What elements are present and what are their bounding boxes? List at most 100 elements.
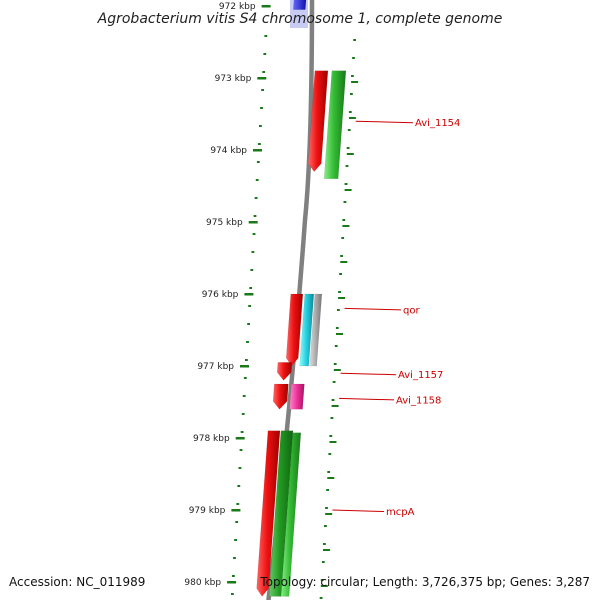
grid-dot [325,507,328,509]
grid-dot [320,579,324,581]
label-connector [355,120,414,124]
grid-dot [334,345,338,347]
gene-arrow [276,362,293,381]
grid-tick [331,405,339,407]
grid-dot [330,417,334,419]
gene-arrow [299,293,315,367]
grid-dot [340,255,343,257]
grid-dot [347,129,351,131]
grid-dot [342,219,346,221]
grid-dot [231,593,234,595]
axis-tick [257,77,267,80]
grid-dot [337,309,340,311]
grid-dot [264,35,268,37]
axis-tick-label: 973 kbp [215,74,252,84]
grid-dot [353,39,356,41]
axis-tick-label: 977 kbp [197,362,234,372]
grid-dot [235,521,239,523]
axis-tick [248,221,258,224]
gene-arrow [309,293,323,367]
label-connector [332,509,385,512]
grid-tick [327,477,335,479]
grid-dot [350,93,353,95]
grid-dot [250,269,254,271]
grid-dot [248,305,251,307]
grid-dot [256,161,260,163]
grid-dot [252,233,256,235]
grid-dot [233,557,236,559]
grid-dot [262,71,266,73]
axis-ticks: 972 kbp 973 kbp 974 kbp 975 kbp 976 kbp 977 k… [184,2,271,588]
gene-arrow [289,383,305,410]
grid-dot [253,215,257,217]
grid-dot [234,539,237,541]
grid-dot [247,323,250,325]
grid-dot [232,575,235,577]
axis-tick-label: 975 kbp [206,218,243,228]
grid-tick [336,333,343,335]
gene-features [256,0,347,597]
map-title: Agrobacterium vitis S4 chromosome 1, com… [97,11,503,27]
grid-tick [348,117,356,119]
grid-tick [320,585,328,587]
gene-arrow-stripe [280,432,302,597]
axis-tick-label: 978 kbp [193,434,230,444]
topology-summary: Topology: circular; Length: 3,726,375 bp… [259,575,590,589]
label-connector [340,372,397,376]
grid-dot [238,467,242,469]
gene-arrow [256,430,281,597]
grid-tick [329,441,337,443]
grid-dot [351,75,354,77]
accession-label: Accession: NC_011989 [9,575,145,589]
position-marker [293,0,307,10]
grid-dot [255,179,259,181]
gene-arrow [323,70,347,180]
grid-tick [346,153,354,155]
grid-tick [351,81,359,83]
grid-dot [339,273,342,275]
axis-tick-label: 980 kbp [184,578,221,588]
label-connector [344,307,402,311]
grid-dot [331,399,335,401]
grid-dot [323,543,326,545]
axis-tick [244,293,254,296]
axis-tick [240,365,249,368]
grid-dot [258,143,261,145]
grid-dot [260,107,263,109]
grid-tick [340,261,348,263]
grid-dot [319,597,323,599]
grid-dot [327,471,331,473]
axis-tick-label: 974 kbp [210,146,247,156]
grid-dot [246,341,249,343]
axis-tick [227,581,237,584]
grid-dot [241,413,245,415]
grid-tick [338,297,346,299]
gene-arrow [307,70,329,172]
grid-tick [325,513,333,515]
grid-dot [338,291,341,293]
grid-tick [344,189,352,191]
axis-tick [235,437,245,440]
grid-dot [352,57,355,59]
grid-dot [261,89,264,91]
grid-dot [348,111,352,113]
grid-dot [328,453,332,455]
grid-dot [332,381,336,383]
gene-label: Avi_1157 [398,370,443,381]
grid-dot [263,53,267,55]
grid-tick [333,369,341,371]
grid-dot [240,431,244,433]
gene-label: Avi_1154 [415,118,460,129]
grid-dot [251,251,255,253]
axis-tick-label: 972 kbp [219,2,256,12]
grid-dot [324,525,327,527]
axis-tick [261,5,271,8]
grid-dot [237,485,241,487]
grid-dot [254,197,258,199]
label-connector [339,397,395,401]
gene-label: mcpA [386,507,415,518]
grid-dot [259,125,262,127]
axis-tick [253,149,262,152]
